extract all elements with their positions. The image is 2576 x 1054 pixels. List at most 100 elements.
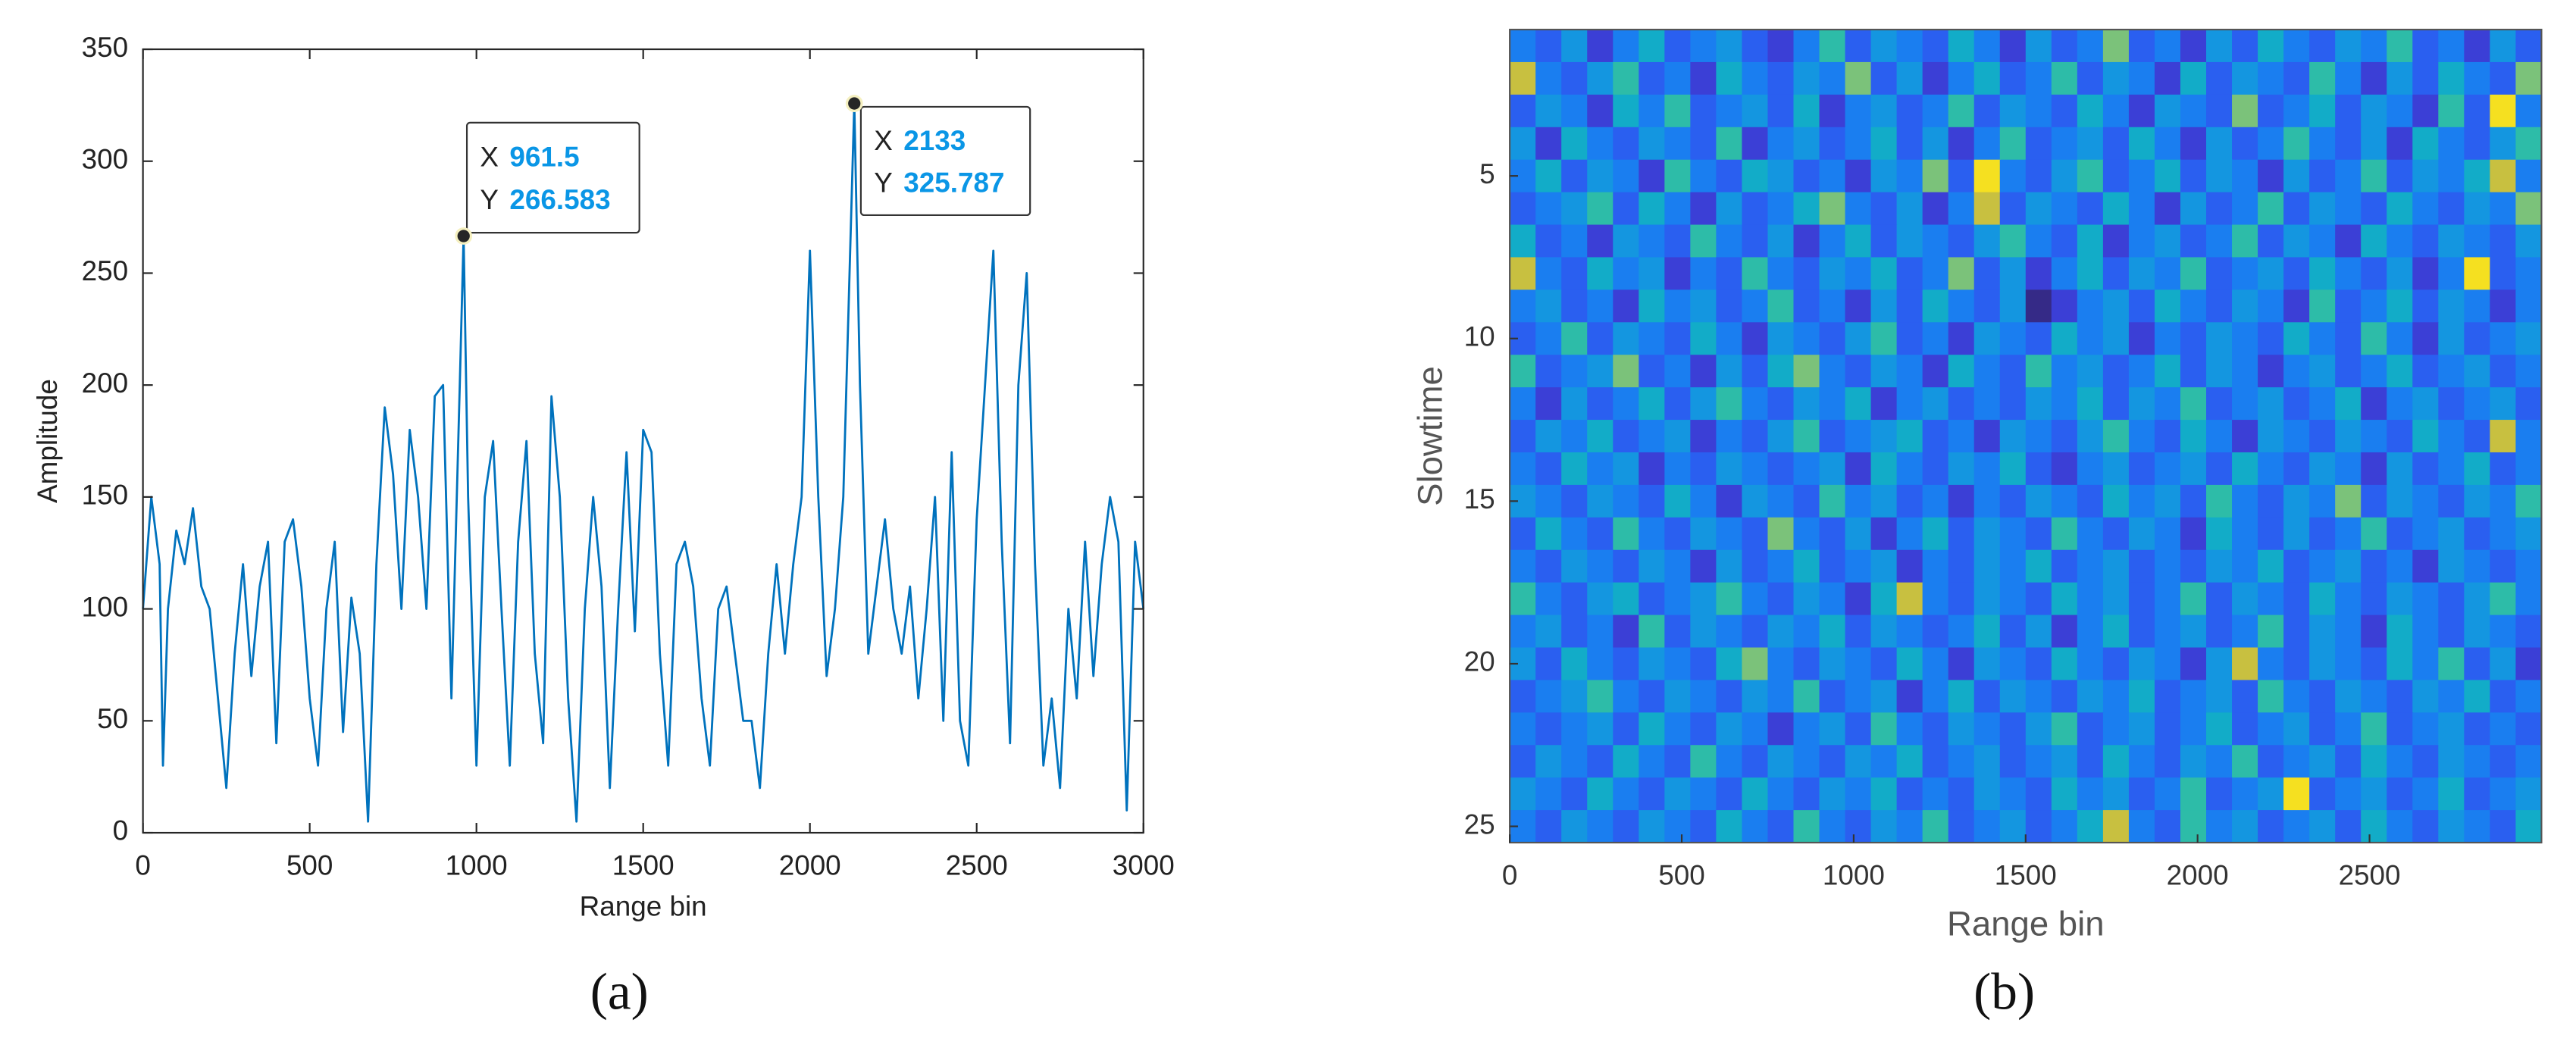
heatmap-cell bbox=[1535, 159, 1563, 193]
heatmap-cell bbox=[1922, 582, 1949, 616]
heatmap-cell bbox=[1510, 452, 1537, 486]
heatmap-cell bbox=[2154, 289, 2181, 324]
data-line bbox=[142, 102, 1145, 823]
heatmap-cell bbox=[1639, 582, 1666, 616]
heatmap-cell bbox=[1664, 680, 1692, 714]
heatmap-cell bbox=[1896, 777, 1923, 811]
heatmap-cell bbox=[1587, 127, 1614, 161]
heatmap-cell bbox=[2206, 159, 2233, 193]
heatmap-cell bbox=[2309, 61, 2337, 95]
heatmap-cell bbox=[2387, 517, 2414, 551]
heatmap-cell bbox=[1613, 582, 1640, 616]
heatmap-cell bbox=[2283, 127, 2311, 161]
heatmap-cell bbox=[2206, 420, 2233, 453]
heatmap-cell bbox=[2361, 484, 2388, 518]
x-tick-label: 500 bbox=[1658, 859, 1704, 890]
heatmap-cell bbox=[2490, 61, 2517, 95]
y-tick-label: 250 bbox=[82, 255, 128, 286]
y-tick-label: 100 bbox=[82, 591, 128, 622]
heatmap-cell bbox=[2025, 680, 2052, 714]
heatmap-cell bbox=[2387, 192, 2414, 226]
heatmap-cell bbox=[2515, 680, 2543, 714]
heatmap-cell bbox=[2361, 810, 2388, 843]
heatmap-cell bbox=[1742, 647, 1769, 681]
heatmap-cell bbox=[1819, 289, 1846, 324]
heatmap-cell bbox=[1845, 452, 1872, 486]
heatmap-cell bbox=[2283, 452, 2311, 486]
heatmap-cell bbox=[2206, 549, 2233, 583]
heatmap-cell bbox=[2412, 192, 2440, 226]
heatmap-cell bbox=[2180, 452, 2207, 486]
heatmap-cell bbox=[1845, 582, 1872, 616]
heatmap-cell bbox=[2438, 127, 2465, 161]
heatmap-cell bbox=[1973, 777, 2001, 811]
heatmap-cell bbox=[1587, 810, 1614, 843]
heatmap-cell bbox=[1973, 517, 2001, 551]
datatip-x-name: X bbox=[480, 142, 499, 173]
heatmap-cell bbox=[1587, 777, 1614, 811]
heatmap-cell bbox=[1767, 30, 1795, 63]
heatmap-cell bbox=[2077, 745, 2104, 779]
heatmap-cell bbox=[1535, 517, 1563, 551]
heatmap-cell bbox=[1999, 355, 2027, 389]
heatmap-cell bbox=[2464, 810, 2491, 843]
heatmap-cell bbox=[2206, 355, 2233, 389]
heatmap-cell bbox=[2309, 192, 2337, 226]
heatmap-cell bbox=[1896, 355, 1923, 389]
heatmap-cell bbox=[2412, 224, 2440, 258]
heatmap-cell bbox=[2412, 257, 2440, 291]
heatmap-cell bbox=[2258, 192, 2284, 226]
heatmap-cell bbox=[2077, 289, 2104, 324]
heatmap-cell bbox=[1587, 61, 1614, 95]
heatmap-cell bbox=[1716, 322, 1743, 356]
heatmap-cell bbox=[2309, 745, 2337, 779]
heatmap-cell bbox=[1639, 289, 1666, 324]
heatmap-cell bbox=[1561, 745, 1588, 779]
heatmap-cell bbox=[2387, 680, 2414, 714]
heatmap-cell bbox=[2258, 582, 2284, 616]
heatmap-cell bbox=[1896, 289, 1923, 324]
heatmap-cell bbox=[1535, 420, 1563, 453]
heatmap-cell bbox=[2051, 192, 2078, 226]
heatmap-cell bbox=[2387, 777, 2414, 811]
heatmap-cell bbox=[2309, 777, 2337, 811]
heatmap-cell bbox=[2515, 582, 2543, 616]
heatmap-cell bbox=[2128, 355, 2155, 389]
heatmap-cell bbox=[2387, 549, 2414, 583]
heatmap-cell bbox=[2438, 549, 2465, 583]
heatmap-cell bbox=[2077, 322, 2104, 356]
heatmap-cell bbox=[2025, 257, 2052, 291]
heatmap-cell bbox=[1973, 159, 2001, 193]
heatmap-cell bbox=[2128, 127, 2155, 161]
heatmap-cell bbox=[2412, 647, 2440, 681]
heatmap-cell bbox=[1561, 549, 1588, 583]
heatmap-cell bbox=[1999, 452, 2027, 486]
heatmap-cell bbox=[1561, 224, 1588, 258]
heatmap-cell bbox=[1793, 810, 1820, 843]
heatmap-cell bbox=[2232, 712, 2258, 746]
heatmap-cell bbox=[2154, 192, 2181, 226]
heatmap-cell bbox=[2154, 61, 2181, 95]
heatmap-cell bbox=[2361, 777, 2388, 811]
heatmap-cell bbox=[1819, 322, 1846, 356]
heatmap-cell bbox=[2025, 94, 2052, 128]
heatmap-cell bbox=[2438, 745, 2465, 779]
heatmap-cell bbox=[1561, 322, 1588, 356]
heatmap-cell bbox=[2051, 484, 2078, 518]
heatmap-cell bbox=[1561, 387, 1588, 421]
heatmap-cell bbox=[1767, 484, 1795, 518]
heatmap-cell bbox=[1999, 517, 2027, 551]
heatmap-cell bbox=[1767, 810, 1795, 843]
x-tick-label: 2500 bbox=[946, 849, 1008, 880]
heatmap-cell bbox=[1561, 257, 1588, 291]
heatmap-cell bbox=[1896, 224, 1923, 258]
heatmap-cell bbox=[2309, 127, 2337, 161]
heatmap-cell bbox=[2180, 615, 2207, 649]
heatmap-cell bbox=[2025, 387, 2052, 421]
heatmap-cell bbox=[2515, 94, 2543, 128]
heatmap-cell bbox=[1793, 712, 1820, 746]
heatmap-cell bbox=[2051, 94, 2078, 128]
heatmap-cell bbox=[1664, 484, 1692, 518]
heatmap-cell bbox=[2283, 387, 2311, 421]
heatmap-cell bbox=[2232, 680, 2258, 714]
